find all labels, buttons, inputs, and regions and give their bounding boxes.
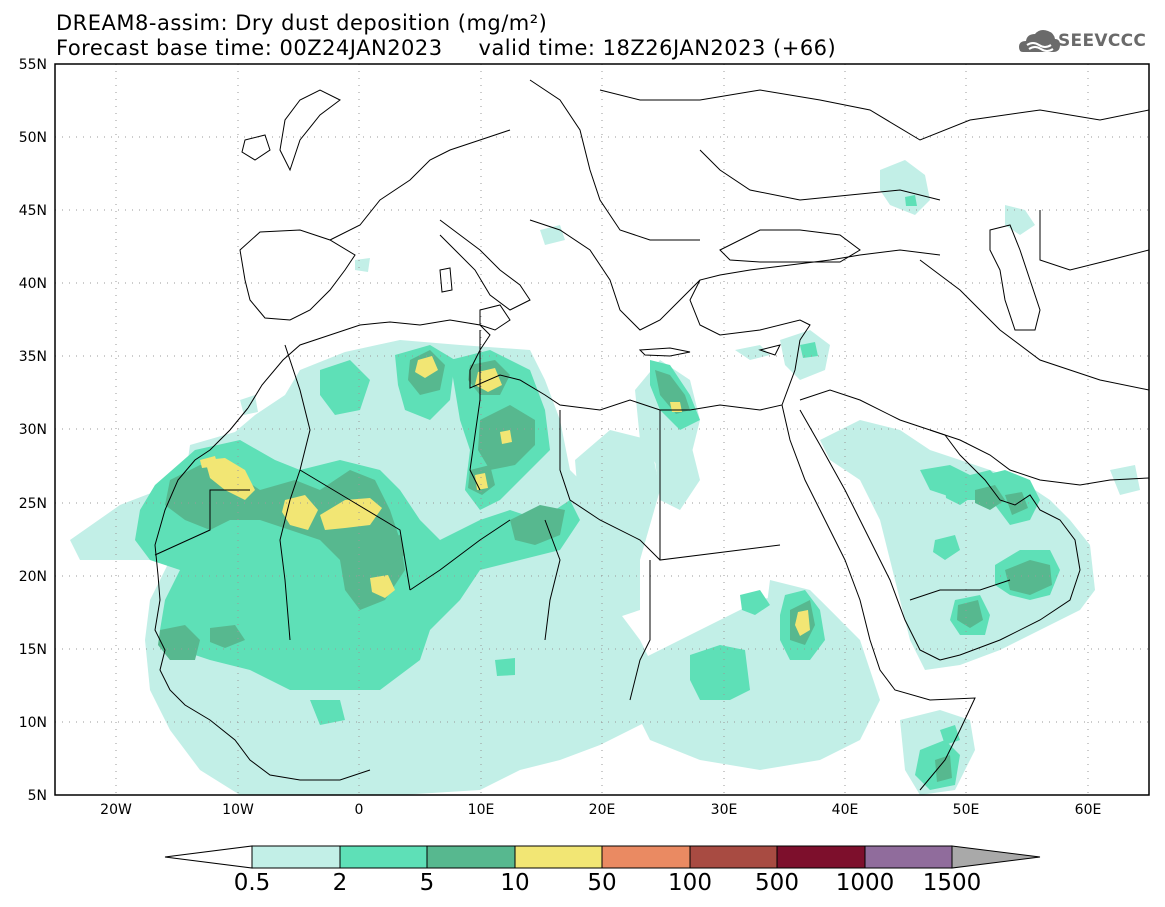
colorbar-label: 10 bbox=[500, 870, 530, 896]
lon-tick: 30E bbox=[711, 802, 738, 818]
logo-text: SEEVCCC bbox=[1058, 31, 1147, 51]
lon-tick: 40E bbox=[832, 802, 859, 818]
lon-tick: 0 bbox=[355, 802, 364, 818]
dust-deposition-field bbox=[70, 160, 1140, 795]
colorbar-segment bbox=[776, 845, 866, 869]
lon-tick: 20E bbox=[589, 802, 616, 818]
lat-tick: 30N bbox=[19, 422, 47, 438]
colorbar-segment bbox=[514, 845, 603, 869]
lat-tick: 15N bbox=[19, 642, 47, 658]
colorbar-lower-arrow bbox=[164, 845, 253, 869]
lat-tick: 35N bbox=[19, 349, 47, 365]
colorbar-label: 2 bbox=[332, 870, 348, 896]
lat-tick: 40N bbox=[19, 276, 47, 292]
colorbar-segment bbox=[864, 845, 953, 869]
colorbar-label: 50 bbox=[587, 870, 617, 896]
colorbar-segment bbox=[251, 845, 341, 869]
lon-tick: 20W bbox=[100, 802, 132, 818]
colorbar-upper-arrow bbox=[951, 845, 1041, 869]
colorbar-segment bbox=[689, 845, 778, 869]
lat-tick: 5N bbox=[28, 788, 47, 804]
lat-tick: 20N bbox=[19, 569, 47, 585]
lat-tick: 55N bbox=[19, 57, 47, 73]
colorbar-segment bbox=[601, 845, 691, 869]
graticule bbox=[55, 64, 1149, 795]
coastlines bbox=[154, 79, 1149, 791]
lat-tick: 45N bbox=[19, 203, 47, 219]
colorbar-label: 100 bbox=[668, 870, 712, 896]
lon-tick: 50E bbox=[953, 802, 980, 818]
map-frame bbox=[54, 63, 1150, 796]
colorbar-label: 500 bbox=[755, 870, 799, 896]
lat-tick: 25N bbox=[19, 496, 47, 512]
colorbar-label: 1500 bbox=[922, 870, 982, 896]
lat-tick: 10N bbox=[19, 715, 47, 731]
lon-tick: 60E bbox=[1075, 802, 1102, 818]
lon-tick: 10E bbox=[468, 802, 495, 818]
lat-tick: 50N bbox=[19, 130, 47, 146]
colorbar bbox=[164, 845, 1041, 869]
latitude-axis: 55N 50N 45N 40N 35N 30N 25N 20N 15N 10N … bbox=[19, 57, 47, 804]
colorbar-label: 0.5 bbox=[233, 870, 271, 896]
cloud-logo-icon bbox=[1019, 30, 1060, 52]
colorbar-segment bbox=[426, 845, 516, 869]
forecast-time-label: Forecast base time: 00Z24JAN2023 valid t… bbox=[56, 36, 837, 60]
map-title: DREAM8-assim: Dry dust deposition (mg/m²… bbox=[56, 11, 548, 35]
colorbar-segment bbox=[339, 845, 428, 869]
colorbar-label: 1000 bbox=[835, 870, 895, 896]
lon-tick: 10W bbox=[222, 802, 254, 818]
longitude-axis: 20W 10W 0 10E 20E 30E 40E 50E 60E bbox=[100, 802, 1101, 818]
colorbar-label: 5 bbox=[419, 870, 435, 896]
